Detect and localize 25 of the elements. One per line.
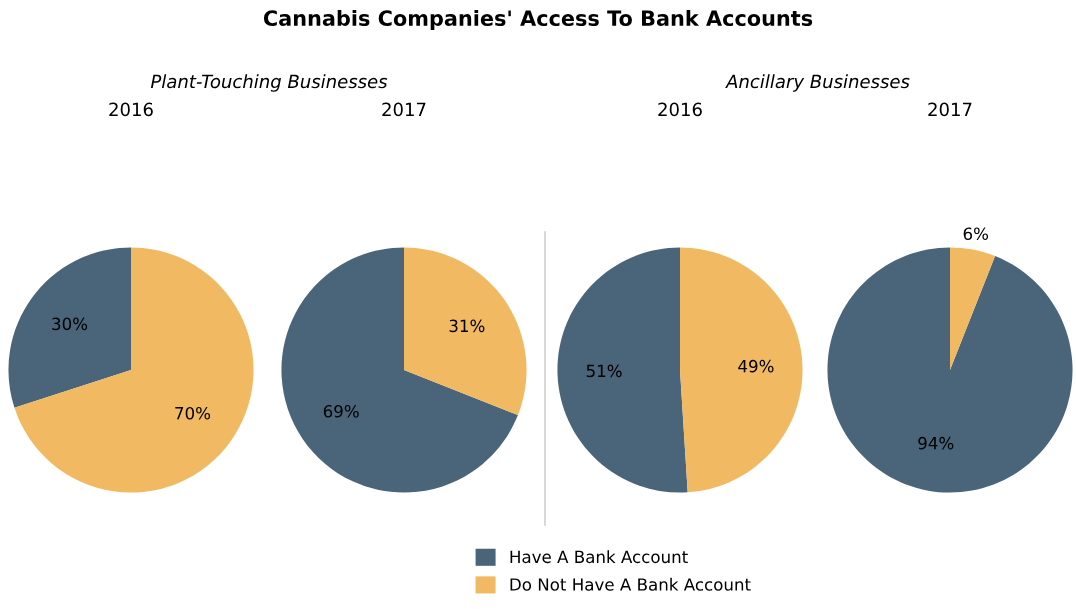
data-label: 69%	[323, 404, 359, 418]
text: Cannabis Companies' Access To Bank Accounts	[263, 9, 813, 31]
chart-subtitle: Ancillary Businesses	[725, 74, 910, 92]
data-label: 94%	[918, 436, 954, 450]
data-label: 51%	[586, 364, 622, 378]
pie-slice	[557, 247, 688, 493]
data-label: 30%	[52, 317, 88, 331]
chart-title: 2017	[382, 102, 426, 117]
data-label: 6%	[963, 227, 989, 241]
data-label: 49%	[738, 359, 774, 373]
chart-subtitle: Plant-Touching Businesses	[150, 74, 388, 92]
pie-slice	[950, 247, 996, 370]
pie-slice	[8, 247, 131, 408]
legend-label: Do Not Have A Bank Account	[510, 577, 751, 591]
legend-label: Have A Bank Account	[510, 550, 688, 564]
chart-title: 2016	[658, 102, 702, 117]
data-label: 70%	[175, 406, 211, 420]
pie-slice	[680, 247, 803, 493]
pie-slice	[281, 247, 518, 493]
pie-slice	[827, 247, 1073, 493]
pie-slice	[14, 247, 254, 493]
pie-slice	[404, 247, 527, 416]
data-label: 31%	[449, 319, 485, 333]
chart-title: 2016	[109, 102, 153, 117]
chart-title: 2017	[928, 102, 972, 117]
